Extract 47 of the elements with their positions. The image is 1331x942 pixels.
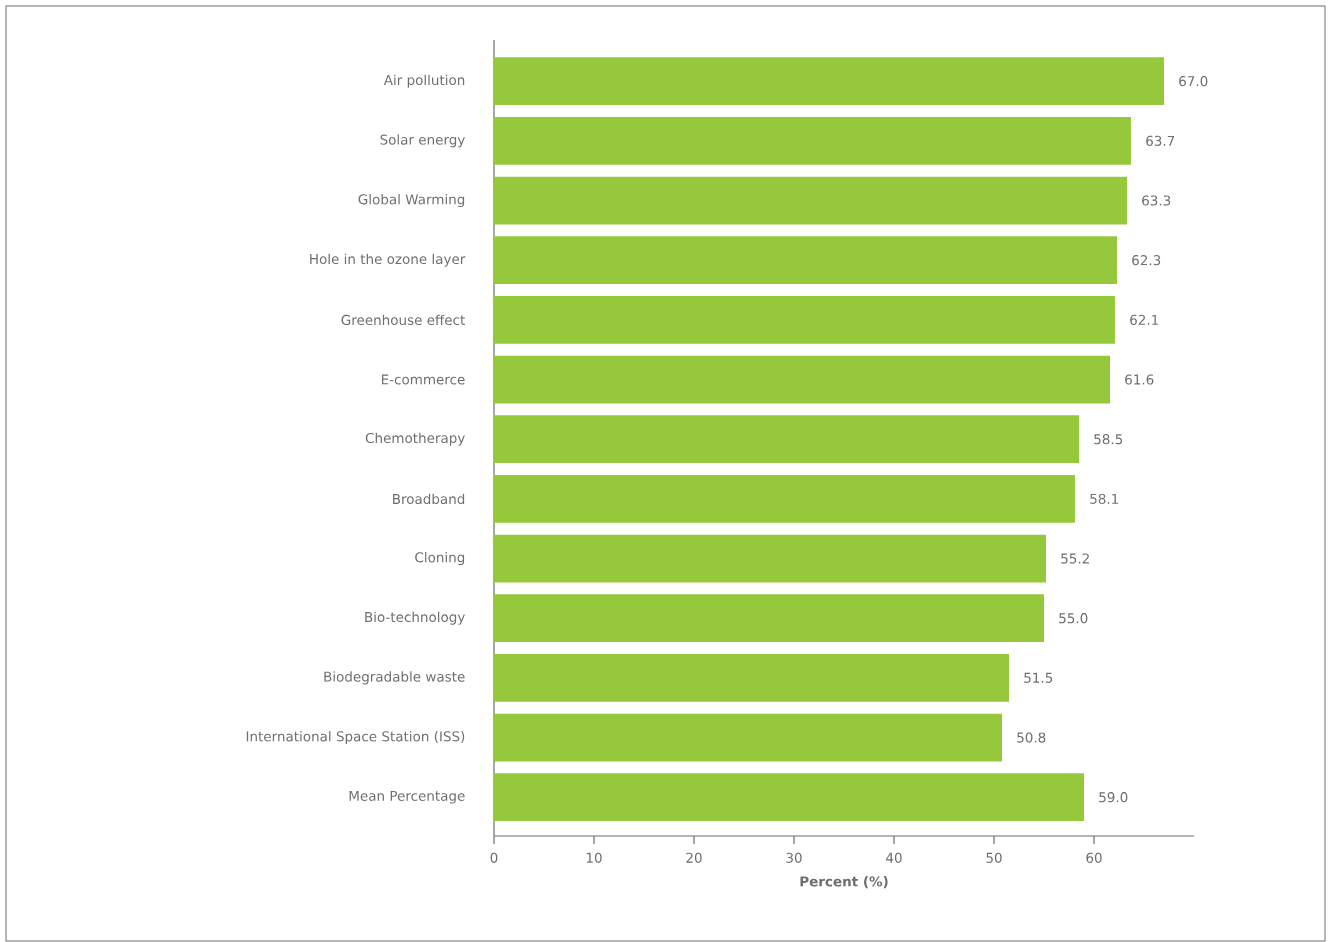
bar bbox=[494, 176, 1127, 225]
y-tick-label: Mean Percentage bbox=[349, 790, 465, 804]
bar bbox=[494, 474, 1075, 523]
bar bbox=[494, 116, 1131, 165]
bar bbox=[494, 713, 1002, 762]
y-tick-label: Chemotherapy bbox=[365, 432, 465, 446]
x-tick-label: 60 bbox=[1086, 852, 1102, 863]
data-label: 55.2 bbox=[1061, 553, 1089, 564]
x-tick-label: 50 bbox=[986, 852, 1002, 863]
y-tick-label: Cloning bbox=[415, 552, 465, 566]
bar bbox=[494, 355, 1110, 404]
data-label: 51.5 bbox=[1024, 672, 1053, 683]
bar bbox=[494, 594, 1044, 643]
x-tick-label: 30 bbox=[786, 852, 802, 863]
data-label: 59.0 bbox=[1099, 792, 1128, 803]
data-label: 58.5 bbox=[1094, 434, 1123, 445]
data-label: 63.7 bbox=[1146, 135, 1175, 146]
y-tick-label: Broadband bbox=[393, 493, 465, 505]
bar bbox=[494, 773, 1084, 822]
y-tick-label: Bio-technology bbox=[365, 611, 465, 625]
data-label: 62.1 bbox=[1130, 314, 1159, 325]
y-tick-label: Solar energy bbox=[380, 134, 465, 148]
y-tick-label: Hole in the ozone layer bbox=[310, 253, 466, 267]
x-tick-label: 40 bbox=[886, 852, 902, 863]
data-label: 58.1 bbox=[1090, 493, 1119, 504]
y-tick-label: International Space Station (ISS) bbox=[246, 731, 465, 745]
data-label: 50.8 bbox=[1017, 732, 1046, 743]
data-label: 62.3 bbox=[1132, 255, 1161, 266]
bar bbox=[494, 295, 1115, 344]
bar bbox=[494, 236, 1117, 285]
y-tick-label: Global Warming bbox=[358, 193, 465, 208]
x-tick-label: 20 bbox=[686, 852, 702, 863]
y-tick-label: Biodegradable waste bbox=[324, 671, 465, 685]
y-tick-label: E-commerce bbox=[381, 374, 465, 385]
bar bbox=[494, 415, 1079, 464]
bar bbox=[494, 654, 1010, 702]
data-label: 55.0 bbox=[1059, 613, 1088, 624]
x-tick-label: 10 bbox=[586, 852, 602, 863]
data-label: 61.6 bbox=[1125, 374, 1154, 385]
y-tick-label: Greenhouse effect bbox=[341, 314, 465, 326]
data-label: 63.3 bbox=[1142, 195, 1171, 206]
y-tick-label: Air pollution bbox=[383, 74, 465, 88]
x-tick-label: 0 bbox=[490, 852, 498, 863]
data-label: 67.0 bbox=[1179, 76, 1208, 87]
bar bbox=[494, 57, 1164, 106]
bar bbox=[494, 534, 1046, 583]
x-axis-title: Percent (%) bbox=[800, 876, 888, 889]
